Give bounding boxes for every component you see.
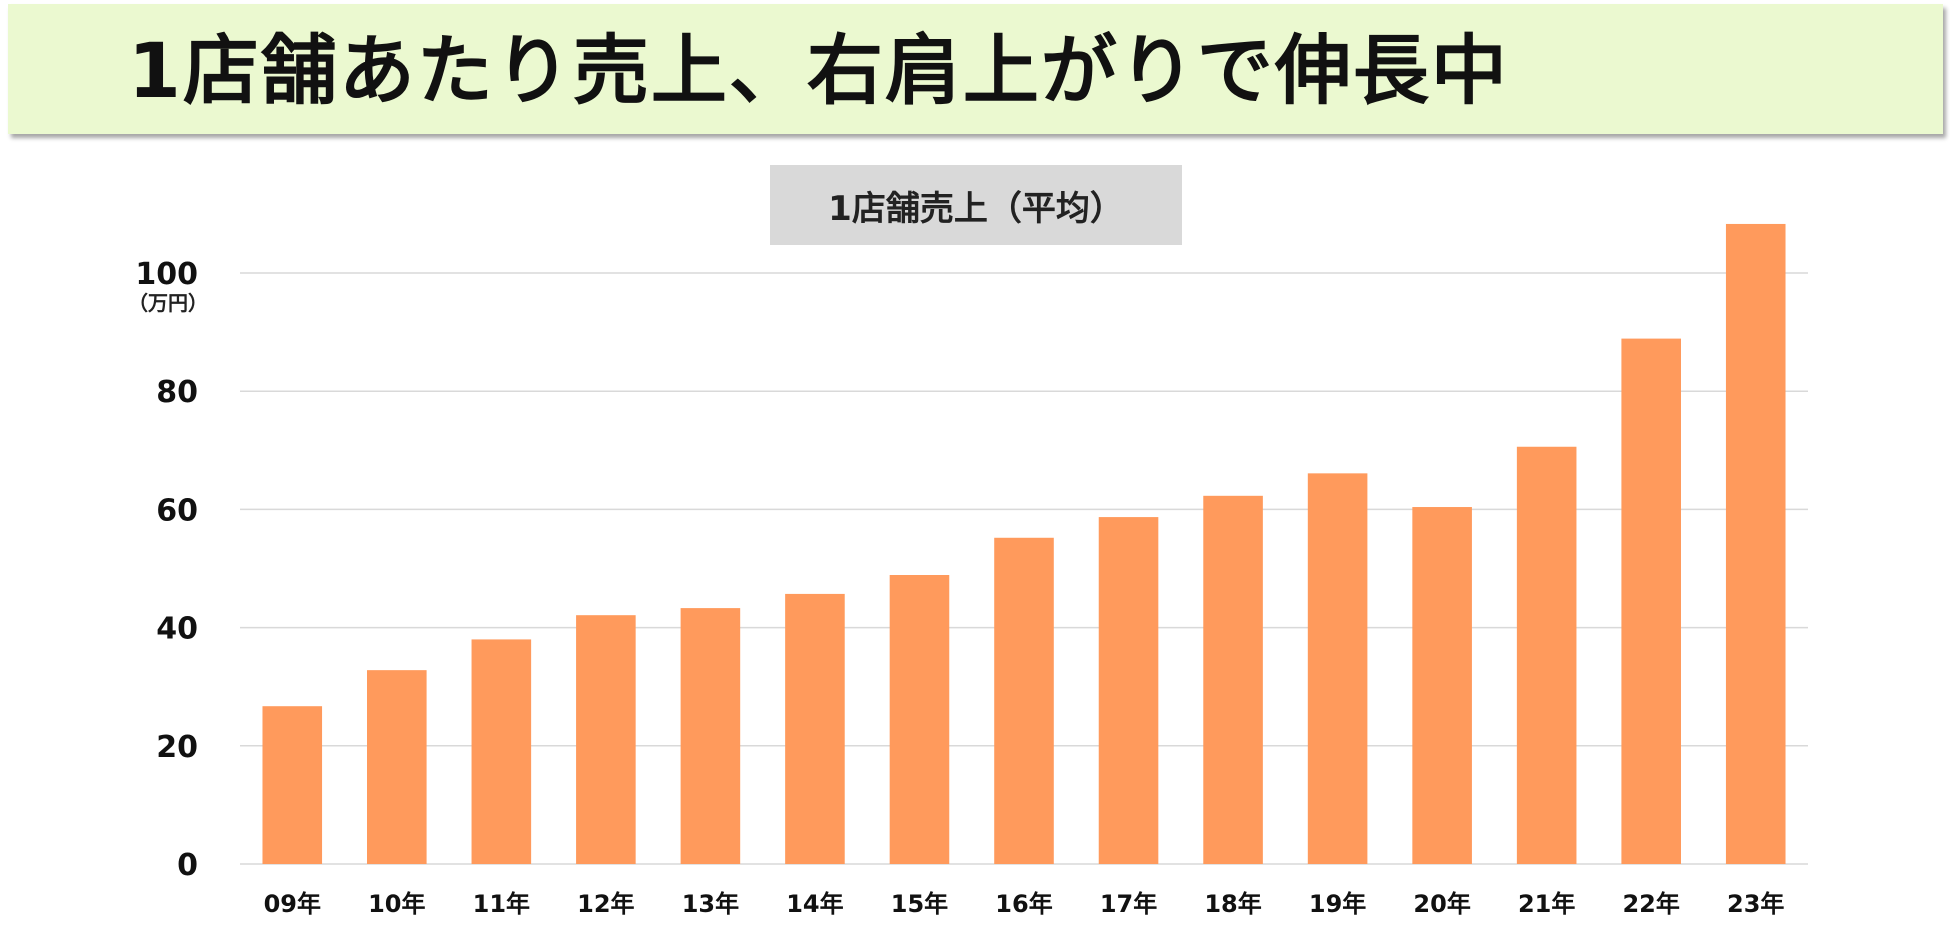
bar-21年	[1516, 446, 1577, 864]
bar-13年	[680, 608, 741, 864]
y-tick-label: 60	[156, 493, 198, 528]
bar-20年	[1412, 507, 1472, 864]
bar-14年	[785, 593, 845, 864]
y-tick-label: 80	[156, 375, 198, 410]
x-tick-label: 21年	[1518, 890, 1575, 918]
x-tick-label: 20年	[1413, 890, 1470, 918]
x-tick-label: 14年	[786, 890, 843, 918]
bar-16年	[994, 537, 1054, 864]
x-tick-label: 22年	[1622, 890, 1679, 918]
x-tick-label: 13年	[682, 890, 739, 918]
x-tick-label: 09年	[264, 890, 321, 918]
bar-12年	[576, 615, 636, 864]
bar-10年	[367, 670, 427, 864]
y-tick-label: 0	[177, 848, 198, 883]
x-tick-label: 11年	[473, 890, 530, 918]
title-banner: 1店舗あたり売上、右肩上がりで伸長中	[8, 4, 1943, 134]
x-tick-label: 18年	[1204, 890, 1261, 918]
x-tick-labels: 09年 10年 11年 12年 13年 14年 15年 16年 17年 18年 19年 20年 21年 2…	[264, 890, 1785, 918]
y-tick-label: 40	[156, 612, 198, 647]
y-tick-label: 100	[135, 257, 198, 292]
x-tick-label: 12年	[577, 890, 634, 918]
x-tick-label: 10年	[368, 890, 425, 918]
bar-09年	[262, 706, 323, 864]
bar-11年	[471, 639, 532, 864]
page-title: 1店舗あたり売上、右肩上がりで伸長中	[128, 26, 1509, 115]
bar-15年	[889, 575, 950, 864]
x-tick-label: 17年	[1100, 890, 1157, 918]
x-tick-label: 16年	[995, 890, 1052, 918]
bars	[262, 223, 1786, 864]
x-tick-label: 15年	[891, 890, 948, 918]
x-tick-label: 23年	[1727, 890, 1784, 918]
bar-22年	[1621, 338, 1681, 864]
y-axis-unit-label: （万円）	[128, 291, 208, 315]
bar-23年	[1725, 223, 1786, 864]
chart-title: 1店舗売上（平均）	[770, 165, 1182, 245]
y-tick-label: 20	[156, 730, 198, 765]
x-tick-label: 19年	[1309, 890, 1366, 918]
bar-18年	[1203, 495, 1263, 864]
bar-19年	[1307, 473, 1368, 864]
y-tick-labels: 0 20 40 60 80 100	[135, 257, 198, 883]
bar-17年	[1098, 517, 1159, 864]
